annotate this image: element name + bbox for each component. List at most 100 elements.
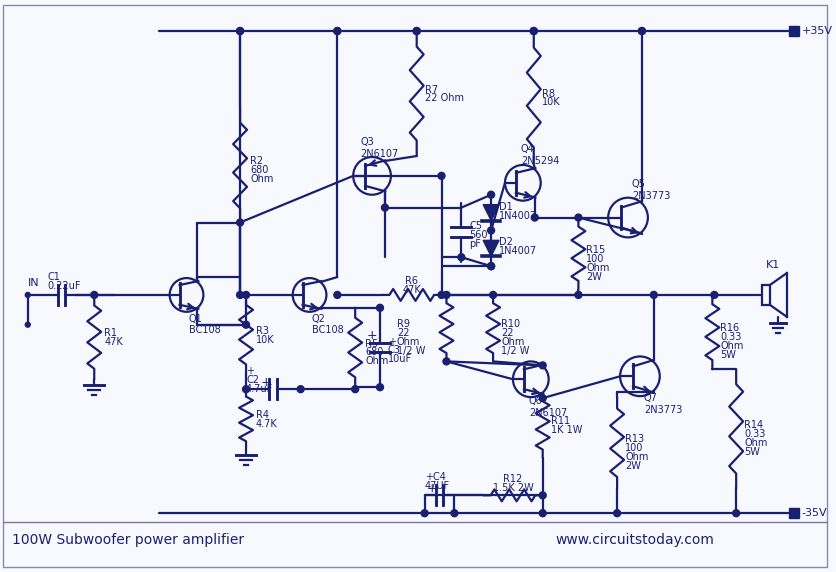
Text: Ohm: Ohm xyxy=(364,356,388,367)
Circle shape xyxy=(487,191,494,198)
Text: 10K: 10K xyxy=(541,97,559,108)
Circle shape xyxy=(90,292,98,299)
Circle shape xyxy=(489,292,496,299)
Circle shape xyxy=(487,263,494,269)
Circle shape xyxy=(451,510,457,517)
Circle shape xyxy=(732,510,739,517)
Text: R11: R11 xyxy=(550,416,569,427)
Circle shape xyxy=(334,27,340,34)
Polygon shape xyxy=(482,240,498,256)
Circle shape xyxy=(437,172,445,180)
Text: Q5
2N3773: Q5 2N3773 xyxy=(631,179,670,201)
Text: www.circuitstoday.com: www.circuitstoday.com xyxy=(555,533,714,547)
Text: Q4
2N5294: Q4 2N5294 xyxy=(520,144,558,166)
Text: Ohm: Ohm xyxy=(743,438,767,448)
Text: Q1
BC108: Q1 BC108 xyxy=(188,314,220,336)
Circle shape xyxy=(237,27,243,34)
Circle shape xyxy=(334,27,340,34)
Circle shape xyxy=(530,27,537,34)
Text: R1: R1 xyxy=(104,328,117,338)
Text: 1N4007: 1N4007 xyxy=(498,210,537,221)
Text: 1K 1W: 1K 1W xyxy=(550,426,581,435)
Text: R9: R9 xyxy=(396,319,410,329)
Circle shape xyxy=(531,214,538,221)
Text: D1: D1 xyxy=(498,201,512,212)
Text: IN: IN xyxy=(28,278,39,288)
Text: 5W: 5W xyxy=(720,350,736,360)
Circle shape xyxy=(381,204,388,211)
Text: Q3
2N6107: Q3 2N6107 xyxy=(359,137,398,159)
Text: 100: 100 xyxy=(586,254,604,264)
Circle shape xyxy=(487,263,494,269)
Circle shape xyxy=(538,492,546,499)
Text: R6: R6 xyxy=(405,276,418,286)
Circle shape xyxy=(437,292,445,299)
Text: R15: R15 xyxy=(586,245,605,255)
Text: 1/2 W: 1/2 W xyxy=(501,346,529,356)
Text: 47K: 47K xyxy=(104,337,123,347)
Text: 0.33: 0.33 xyxy=(743,429,765,439)
Text: 2W: 2W xyxy=(624,460,640,471)
Text: R8: R8 xyxy=(541,89,554,98)
Circle shape xyxy=(538,510,546,517)
Text: pF: pF xyxy=(469,239,481,249)
Circle shape xyxy=(710,292,717,299)
Text: 10K: 10K xyxy=(256,335,274,344)
Circle shape xyxy=(457,254,464,261)
Text: C3: C3 xyxy=(387,345,400,355)
Text: 10uF: 10uF xyxy=(387,355,411,364)
Text: Ohm: Ohm xyxy=(624,452,648,462)
Circle shape xyxy=(638,27,645,34)
Circle shape xyxy=(376,384,383,391)
Circle shape xyxy=(487,227,494,234)
Text: Q6
2N6107: Q6 2N6107 xyxy=(528,396,566,418)
Text: R16: R16 xyxy=(720,323,738,333)
Text: C1: C1 xyxy=(48,272,60,282)
Circle shape xyxy=(530,27,537,34)
Text: C5: C5 xyxy=(469,221,482,232)
Text: +C4: +C4 xyxy=(424,472,445,483)
Text: 47UF: 47UF xyxy=(424,482,449,491)
Text: K1: K1 xyxy=(765,260,779,270)
Text: +: + xyxy=(246,366,254,376)
Text: Ohm: Ohm xyxy=(396,337,420,347)
Polygon shape xyxy=(482,205,498,221)
Text: 680: 680 xyxy=(250,165,268,176)
Text: +: + xyxy=(260,376,271,389)
Circle shape xyxy=(538,395,546,402)
Text: R13: R13 xyxy=(624,434,644,444)
Text: 100W Subwoofer power amplifier: 100W Subwoofer power amplifier xyxy=(12,533,244,547)
Text: 22: 22 xyxy=(396,328,409,338)
Text: D2: D2 xyxy=(498,237,512,247)
Bar xyxy=(788,509,798,518)
Circle shape xyxy=(334,292,340,299)
Circle shape xyxy=(242,386,249,392)
Bar xyxy=(788,26,798,36)
Circle shape xyxy=(237,27,243,34)
Circle shape xyxy=(421,510,427,517)
Text: 47K: 47K xyxy=(402,285,421,295)
Circle shape xyxy=(650,292,656,299)
Text: 0.22uF: 0.22uF xyxy=(48,281,81,291)
Text: Q2
BC108: Q2 BC108 xyxy=(311,314,343,336)
Text: 100: 100 xyxy=(624,443,643,452)
Circle shape xyxy=(237,292,243,299)
Text: C2: C2 xyxy=(246,375,258,386)
Text: R10: R10 xyxy=(501,319,519,329)
Text: 22: 22 xyxy=(501,328,513,338)
Text: Ohm: Ohm xyxy=(720,341,742,351)
Text: R7: R7 xyxy=(424,85,437,94)
Text: R14: R14 xyxy=(743,420,762,430)
Text: 4.7uF: 4.7uF xyxy=(246,384,273,394)
Text: 0.33: 0.33 xyxy=(720,332,741,342)
Text: +35V: +35V xyxy=(801,26,832,36)
Text: 1N4007: 1N4007 xyxy=(498,247,537,256)
Bar xyxy=(761,285,769,305)
Circle shape xyxy=(297,386,303,392)
Circle shape xyxy=(574,214,581,221)
Text: R3: R3 xyxy=(256,325,268,336)
Text: Ohm: Ohm xyxy=(250,174,273,184)
Text: Ohm: Ohm xyxy=(586,263,609,273)
Text: 4.7K: 4.7K xyxy=(256,419,278,429)
Circle shape xyxy=(638,27,645,34)
